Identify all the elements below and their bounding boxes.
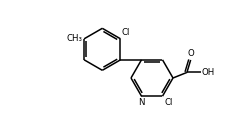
Text: N: N xyxy=(138,98,144,107)
Text: CH₃: CH₃ xyxy=(66,34,82,43)
Text: Cl: Cl xyxy=(164,98,172,107)
Text: Cl: Cl xyxy=(121,28,129,37)
Text: O: O xyxy=(186,50,193,58)
Text: OH: OH xyxy=(201,68,214,77)
